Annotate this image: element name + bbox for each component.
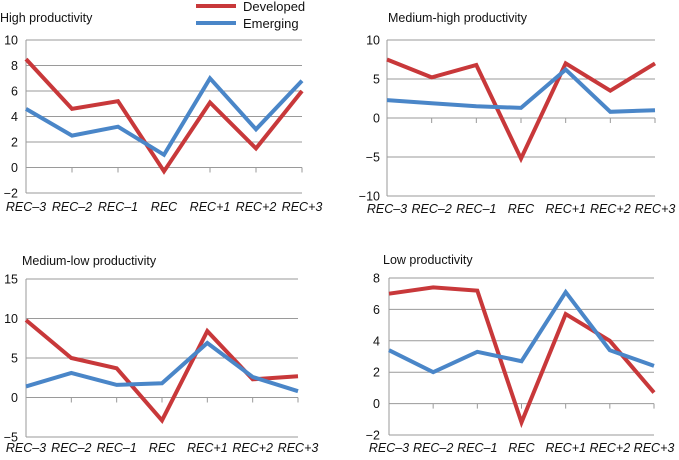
x-tick-label: REC–3 xyxy=(6,200,46,214)
x-tick-label: REC+1 xyxy=(187,441,228,455)
y-tick-label: 2 xyxy=(11,136,18,150)
series-line-emerging xyxy=(25,340,299,394)
x-tick-label: REC–1 xyxy=(457,441,497,455)
y-tick-label: 5 xyxy=(11,352,18,366)
y-tick-label: 10 xyxy=(366,34,380,48)
x-tick-label: REC+3 xyxy=(635,202,676,216)
x-tick-label: REC+2 xyxy=(590,441,631,455)
y-tick-label: 5 xyxy=(373,73,380,87)
x-tick-label: REC+2 xyxy=(232,441,273,455)
y-tick-label: −5 xyxy=(366,151,380,165)
series-line-developed xyxy=(388,285,656,429)
y-tick-label: −2 xyxy=(366,429,380,443)
legend-label-emerging: Emerging xyxy=(243,16,299,31)
x-tick-label: REC–2 xyxy=(412,202,452,216)
series-line-emerging xyxy=(24,74,304,158)
y-tick-label: 0 xyxy=(373,397,380,411)
x-tick-label: REC–1 xyxy=(97,441,137,455)
y-tick-label: 10 xyxy=(4,312,18,326)
x-tick-label: REC+3 xyxy=(634,441,675,455)
legend-label-developed: Developed xyxy=(243,0,305,14)
chart-title-high: High productivity xyxy=(0,11,93,25)
x-tick-label: REC–1 xyxy=(98,200,138,214)
x-tick-label: REC xyxy=(151,200,178,214)
y-tick-label: 6 xyxy=(373,303,380,317)
series-line-developed xyxy=(386,57,657,164)
legend: Developed Emerging xyxy=(196,0,305,31)
y-tick-label: 6 xyxy=(11,85,18,99)
x-tick-label: REC–3 xyxy=(369,441,409,455)
x-tick-label: REC+2 xyxy=(236,200,277,214)
y-tick-label: 10 xyxy=(4,34,18,48)
x-tick-label: REC+3 xyxy=(282,200,323,214)
y-tick-label: 4 xyxy=(373,334,380,348)
y-tick-label: 0 xyxy=(11,391,18,405)
series-line-emerging xyxy=(386,66,656,114)
y-tick-label: 15 xyxy=(4,273,18,287)
x-tick-label: REC+3 xyxy=(278,441,319,455)
x-tick-label: REC+2 xyxy=(590,202,631,216)
x-tick-label: REC–3 xyxy=(6,441,46,455)
x-tick-label: REC+1 xyxy=(545,202,586,216)
series-line-developed xyxy=(24,318,299,424)
x-tick-label: REC xyxy=(508,441,535,455)
chart-title-medium-low: Medium-low productivity xyxy=(22,254,157,268)
y-tick-label: 0 xyxy=(373,112,380,126)
x-tick-label: REC–3 xyxy=(367,202,407,216)
series-line-emerging xyxy=(388,288,655,375)
y-tick-label: 4 xyxy=(11,110,18,124)
y-tick-label: 8 xyxy=(11,59,18,73)
y-tick-label: 2 xyxy=(373,366,380,380)
chart-title-low: Low productivity xyxy=(383,253,473,267)
y-tick-label: −10 xyxy=(359,190,380,204)
x-tick-label: REC–2 xyxy=(52,200,92,214)
x-tick-label: REC–1 xyxy=(456,202,496,216)
y-tick-label: −2 xyxy=(4,187,18,201)
x-tick-label: REC xyxy=(508,202,535,216)
series-line-developed xyxy=(24,57,304,175)
chart-title-medium-high: Medium-high productivity xyxy=(388,11,528,25)
y-tick-label: 0 xyxy=(11,161,18,175)
x-tick-label: REC–2 xyxy=(51,441,91,455)
x-tick-label: REC+1 xyxy=(545,441,586,455)
x-tick-label: REC xyxy=(149,441,176,455)
y-tick-label: −5 xyxy=(4,431,18,445)
y-tick-label: 8 xyxy=(373,272,380,286)
x-tick-label: REC–2 xyxy=(413,441,453,455)
x-tick-label: REC+1 xyxy=(190,200,231,214)
